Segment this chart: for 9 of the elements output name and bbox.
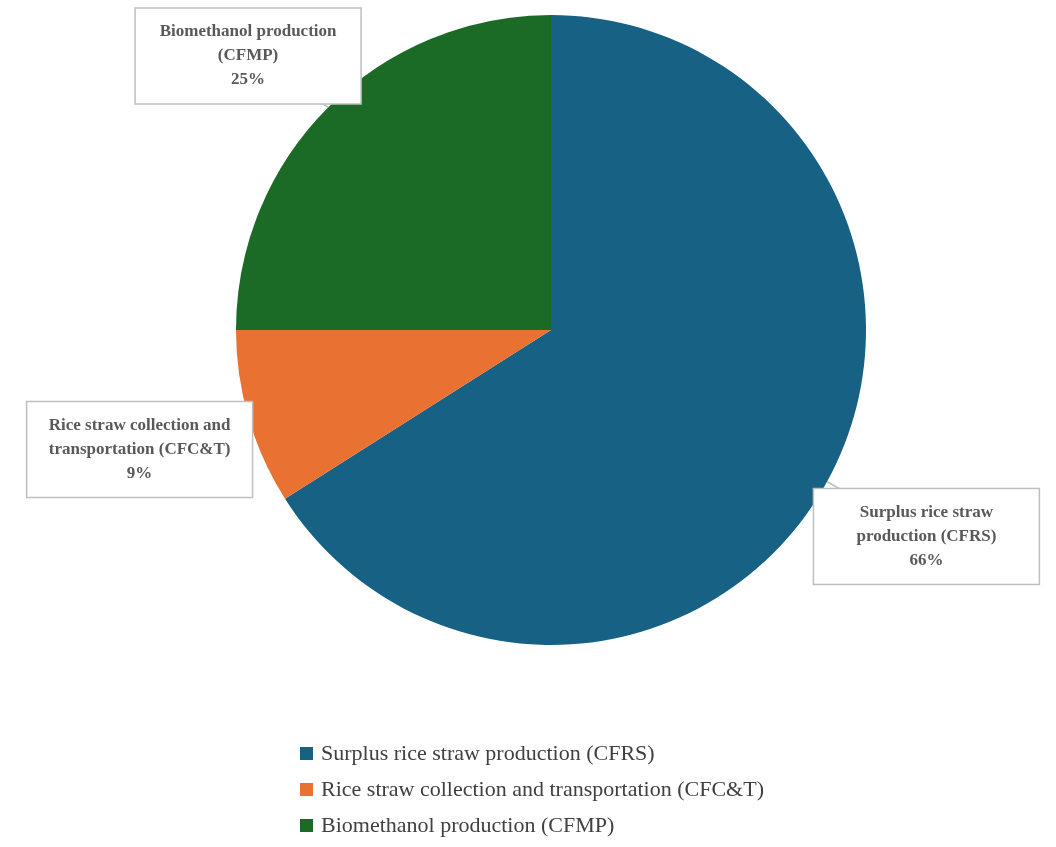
slice-label: Rice straw collection and transportation (CFC&T): [48, 414, 232, 458]
legend-label: Biomethanol production (CFMP): [321, 812, 615, 838]
legend-label: Surplus rice straw production (CFRS): [321, 740, 655, 766]
data-label: 66%: [909, 549, 944, 569]
slice-label: Surplus rice straw production (CFRS): [856, 501, 997, 545]
slice-label: Biomethanol production (CFMP): [159, 21, 338, 65]
legend-label: Rice straw collection and transportation (CFC&T): [321, 776, 764, 802]
data-label: 25%: [231, 69, 266, 89]
data-label: 9%: [126, 462, 153, 482]
